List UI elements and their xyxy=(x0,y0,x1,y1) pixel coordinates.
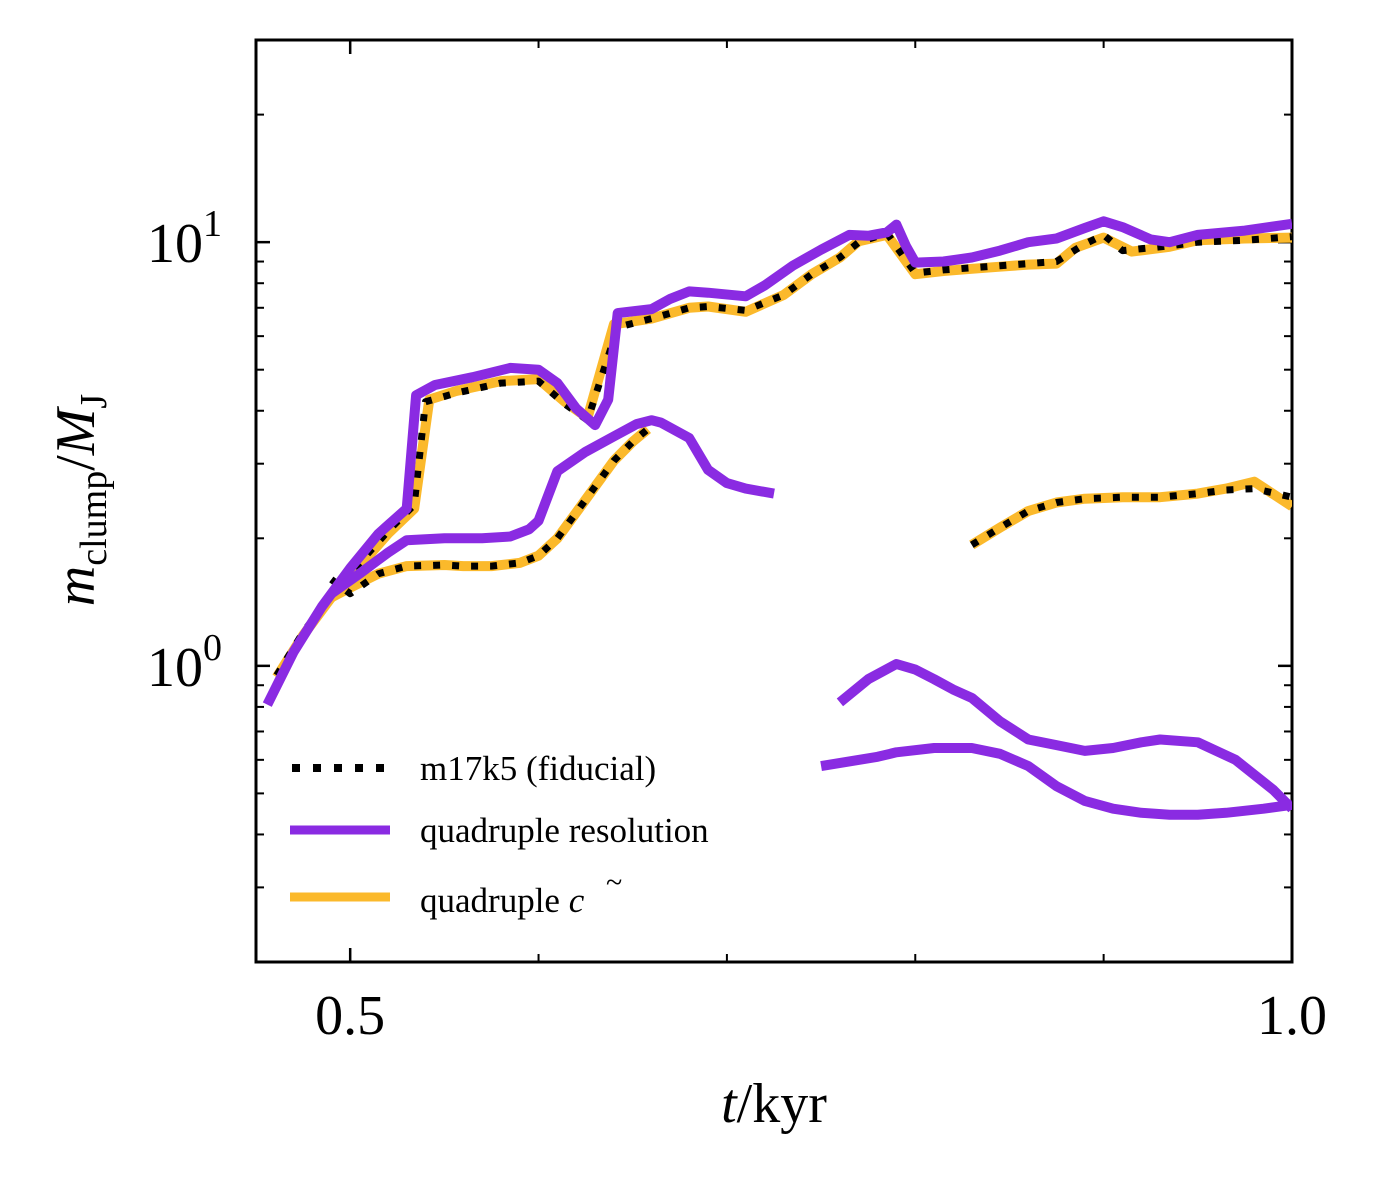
legend: m17k5 (fiducial) quadruple resolution qu… xyxy=(290,749,709,920)
legend-label-quad-c: quadruple c xyxy=(420,881,585,920)
series-line-quad_res-1 xyxy=(328,415,775,598)
x-axis-title: t/kyr xyxy=(721,1073,827,1135)
y-axis-title-group: mclump/MJ xyxy=(45,394,115,606)
series-line-quad_res-3 xyxy=(820,743,1292,820)
x-axis-title-var: t xyxy=(721,1073,738,1135)
legend-label-quad-res: quadruple resolution xyxy=(420,811,709,850)
y-axis-title-slash: / xyxy=(45,455,107,471)
y-axis-title-M: M xyxy=(45,405,107,456)
series-line-quad_res-0 xyxy=(262,216,1292,707)
series-line-quad_c-0 xyxy=(272,229,1292,680)
y-tick-label: 100 xyxy=(147,627,222,699)
series-layer xyxy=(262,216,1292,820)
y-axis-title: mclump/MJ xyxy=(45,394,115,606)
series-line-fiducial-0 xyxy=(273,229,1292,678)
x-tick-label: 0.5 xyxy=(315,985,385,1047)
y-tick-label: 101 xyxy=(147,203,222,275)
legend-label-quad-c-text: quadruple xyxy=(420,881,569,920)
series-line-quad_res-2 xyxy=(836,659,1292,813)
x-axis-title-unit: /kyr xyxy=(737,1073,828,1135)
y-axis-ticks: 100 101 xyxy=(147,113,1292,889)
legend-label-quad-c-tilde: ~ xyxy=(606,866,622,899)
legend-label-fiducial: m17k5 (fiducial) xyxy=(420,749,656,788)
y-axis-title-M-sub: J xyxy=(73,394,115,409)
x-axis-ticks: 0.5 1.0 xyxy=(315,40,1327,1047)
y-axis-title-m: m xyxy=(45,566,107,606)
legend-label-quad-c-math: c xyxy=(569,881,585,920)
series-line-quad_c-2 xyxy=(969,476,1292,550)
x-tick-label: 1.0 xyxy=(1257,985,1327,1047)
y-axis-title-m-sub: clump xyxy=(73,471,115,566)
series-line-quad_c-1 xyxy=(328,425,652,602)
